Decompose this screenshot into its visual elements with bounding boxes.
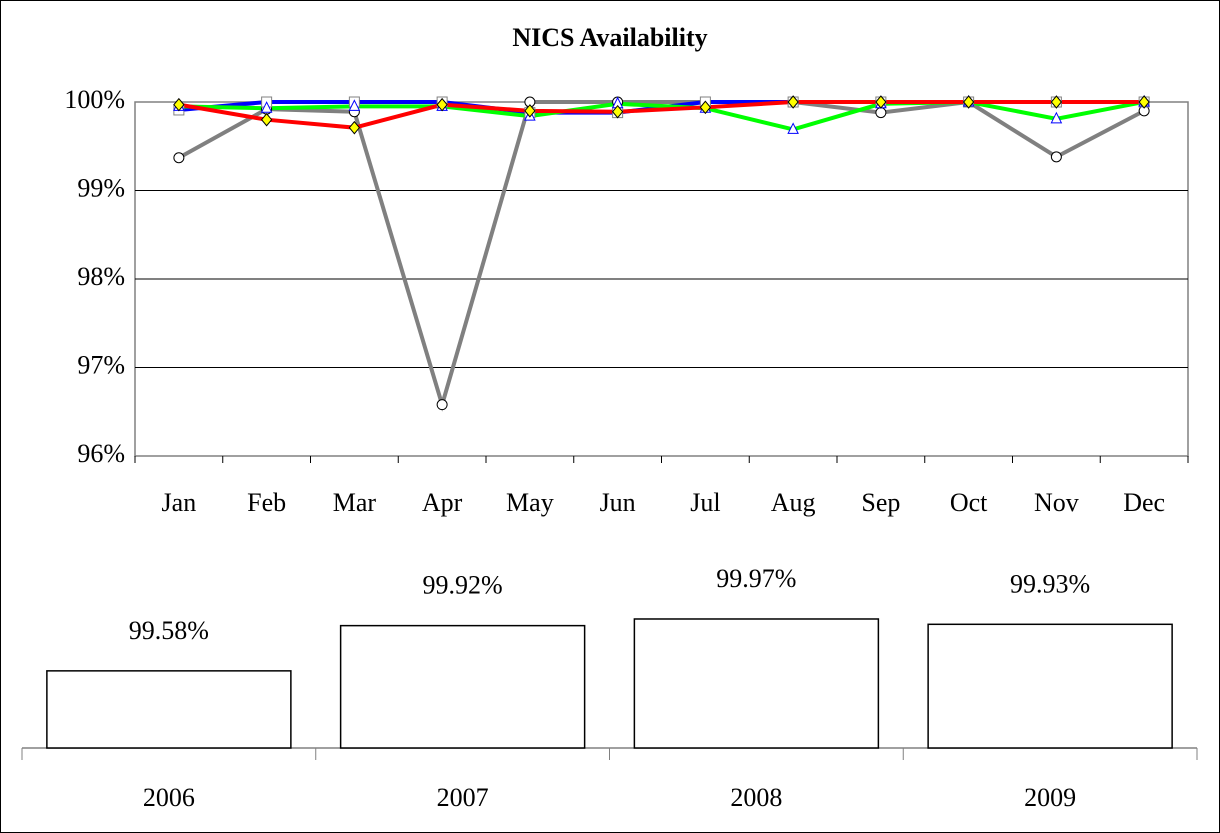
value-label: 99.58% [129,616,209,645]
x-tick-label: Jan [162,488,197,517]
marker [173,97,185,112]
x-tick-label: Mar [333,488,377,517]
y-tick-label: 98% [77,262,125,291]
x-tick-label: Apr [422,488,463,517]
x-tick-label: 2007 [437,783,489,812]
x-tick-label: 2008 [730,783,782,812]
x-tick-label: Sep [861,488,900,517]
y-tick-label: 97% [77,350,125,379]
marker [173,152,185,164]
x-tick-label: 2006 [143,783,195,812]
bar [46,670,292,749]
marker [1138,95,1150,109]
marker [260,112,273,127]
marker [260,101,273,113]
line [178,100,1145,130]
marker [348,99,361,111]
x-tick-label: Jun [600,488,636,517]
x-tick-label: Dec [1123,488,1165,517]
bar [339,624,586,749]
x-tick-label: Jul [690,488,720,517]
chart-title: NICS Availability [512,23,707,52]
marker [787,122,799,134]
x-tick-label: Feb [247,488,286,517]
bar [633,618,880,749]
value-label: 99.92% [423,571,503,600]
marker [436,97,448,112]
y-tick-label: 100% [64,85,125,114]
x-tick-label: Aug [771,488,816,517]
x-tick-label: Oct [950,488,988,517]
marker [699,100,712,115]
y-tick-label: 99% [77,173,125,202]
marker [1050,95,1063,109]
marker [875,107,887,119]
marker [524,104,536,118]
marker [787,95,799,109]
marker [962,95,975,109]
y-tick-label: 96% [77,439,125,468]
marker [1050,151,1062,163]
marker [875,95,887,109]
x-tick-label: 2009 [1024,783,1076,812]
x-tick-label: May [506,488,554,517]
marker [611,104,624,119]
marker [436,399,448,411]
line [178,99,1145,132]
x-tick-label: Nov [1034,488,1079,517]
value-label: 99.97% [716,564,796,593]
marker [348,120,361,135]
line [177,99,1146,412]
marker [1050,111,1063,124]
bar [927,623,1173,749]
value-label: 99.93% [1010,569,1090,598]
